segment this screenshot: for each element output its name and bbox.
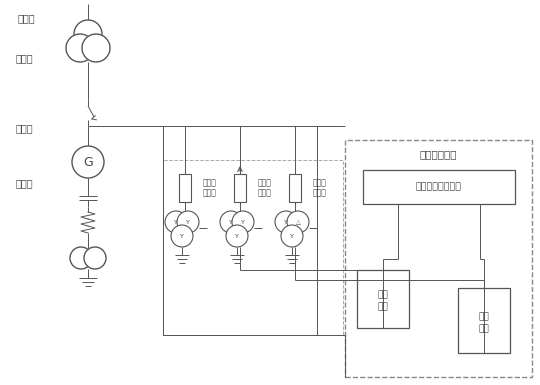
Circle shape xyxy=(226,225,248,247)
Text: Y: Y xyxy=(235,233,239,238)
Text: 滤波: 滤波 xyxy=(377,291,388,300)
Bar xyxy=(363,170,515,204)
Bar xyxy=(179,174,191,202)
Text: 电压互: 电压互 xyxy=(313,179,327,187)
Text: 系统侧: 系统侧 xyxy=(18,13,36,23)
Text: Y: Y xyxy=(174,219,178,224)
Bar xyxy=(163,160,343,335)
Text: 感器二: 感器二 xyxy=(258,189,272,198)
Circle shape xyxy=(281,225,303,247)
Circle shape xyxy=(84,247,106,269)
Text: 电压互: 电压互 xyxy=(203,179,217,187)
Circle shape xyxy=(220,211,242,233)
Text: △: △ xyxy=(295,219,300,224)
Text: Y: Y xyxy=(186,219,190,224)
Text: Y: Y xyxy=(180,233,184,238)
Text: 感器一: 感器一 xyxy=(203,189,217,198)
Circle shape xyxy=(171,225,193,247)
Bar xyxy=(458,288,510,353)
Circle shape xyxy=(165,211,187,233)
Circle shape xyxy=(275,211,297,233)
Circle shape xyxy=(82,34,110,62)
Circle shape xyxy=(70,247,92,269)
Text: 感器三: 感器三 xyxy=(313,189,327,198)
Text: 电路: 电路 xyxy=(478,324,489,333)
Bar xyxy=(357,270,409,328)
Circle shape xyxy=(74,20,102,48)
Text: 电路: 电路 xyxy=(377,303,388,311)
Text: 断路器: 断路器 xyxy=(16,123,33,133)
Text: 继电保护装置: 继电保护装置 xyxy=(420,149,457,159)
Text: Y: Y xyxy=(241,219,245,224)
Circle shape xyxy=(72,146,104,178)
Text: 发电机: 发电机 xyxy=(16,178,33,188)
Text: Y: Y xyxy=(290,233,294,238)
Bar xyxy=(234,174,246,202)
Bar xyxy=(345,140,532,377)
Text: Y: Y xyxy=(229,219,233,224)
Text: 变压器: 变压器 xyxy=(16,53,33,63)
Circle shape xyxy=(177,211,199,233)
Text: 滤波: 滤波 xyxy=(478,312,489,321)
Text: Y: Y xyxy=(284,219,288,224)
Circle shape xyxy=(232,211,254,233)
Text: 电压平衡比较模块: 电压平衡比较模块 xyxy=(416,182,462,191)
Text: G: G xyxy=(83,156,93,169)
Text: 电压互: 电压互 xyxy=(258,179,272,187)
Circle shape xyxy=(287,211,309,233)
Circle shape xyxy=(66,34,94,62)
Bar xyxy=(289,174,301,202)
